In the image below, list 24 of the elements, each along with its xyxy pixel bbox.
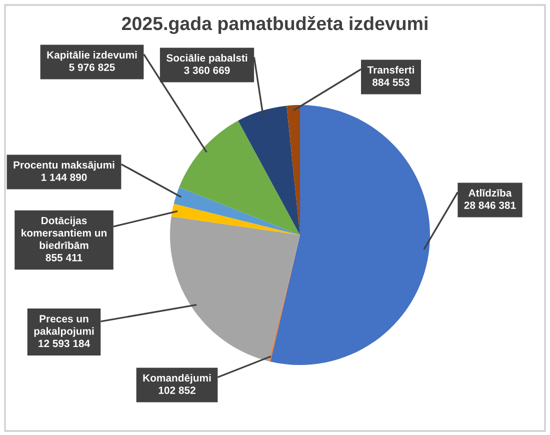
data-label: 12 593 184 — [38, 340, 90, 348]
pie-slice — [174, 187, 300, 235]
slice-label: Transferti — [367, 66, 414, 74]
slice-label: Procentu maksājumi — [14, 160, 114, 171]
data-label: 855 411 — [46, 254, 82, 262]
slice-label: Preces un pakalpojumi — [34, 315, 94, 337]
data-label: 102 852 — [158, 386, 196, 394]
pie-slice — [171, 204, 300, 235]
pie-slice — [286, 105, 300, 235]
data-label: 28 846 381 — [464, 202, 516, 209]
slice-label: Komandējumi — [143, 374, 211, 384]
pie-slice — [179, 120, 300, 235]
chart-title: 2025.gada pamatbudžeta izdevumi — [122, 16, 428, 34]
data-label: 884 553 — [372, 78, 410, 86]
slice-label: Sociālie pabalsti — [166, 54, 248, 64]
data-label: 5 976 825 — [69, 64, 115, 71]
slice-label: Kapitālie izdevumi — [47, 50, 137, 61]
data-label: 1 144 890 — [41, 174, 87, 181]
slice-label: Atlīdzība — [468, 188, 512, 197]
pie-slice — [170, 216, 300, 362]
pie-slice — [238, 106, 300, 235]
slice-label: Dotācijas komersantiem un biedrībām — [22, 216, 106, 249]
pie-slice — [270, 105, 430, 365]
data-label: 3 360 669 — [184, 66, 230, 74]
